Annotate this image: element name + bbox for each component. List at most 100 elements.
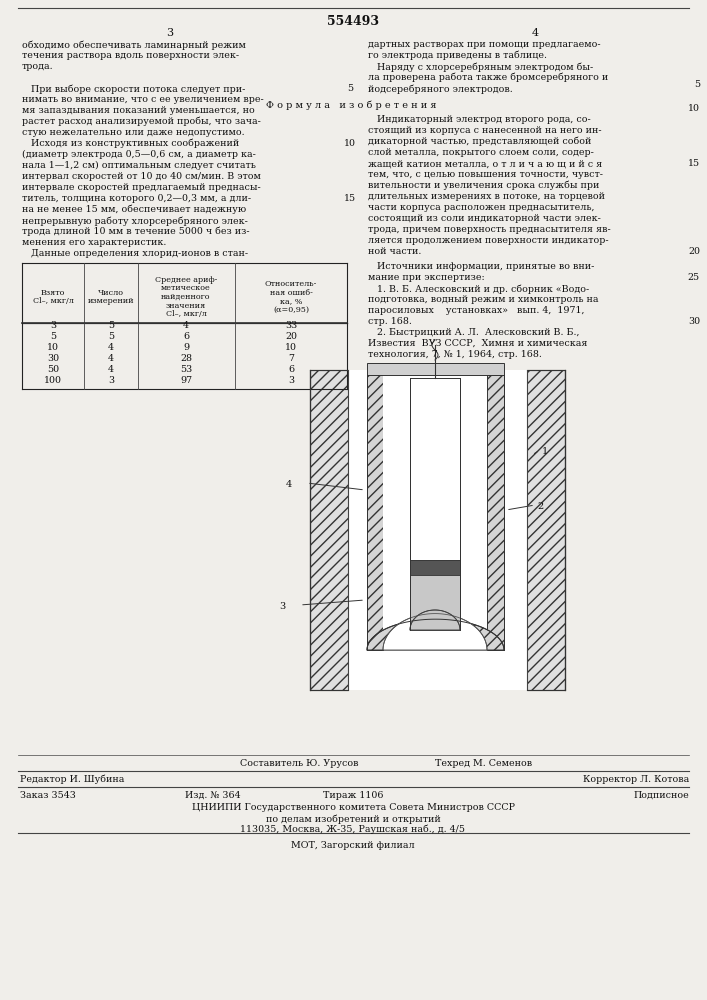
Text: стую нежелательно или даже недопустимо.: стую нежелательно или даже недопустимо. — [22, 128, 245, 137]
Text: Cl–, мкг/л: Cl–, мкг/л — [165, 310, 206, 318]
Bar — [348, 370, 527, 690]
Text: Тираж 1106: Тираж 1106 — [323, 791, 383, 800]
Text: трода, причем поверхность преднасытителя яв-: трода, причем поверхность преднасытителя… — [368, 225, 611, 234]
Text: 2. Быстрицкий А. Л.  Алесковский В. Б.,: 2. Быстрицкий А. Л. Алесковский В. Б., — [368, 328, 580, 337]
Text: ЦНИИПИ Государственного комитета Совета Министров СССР: ЦНИИПИ Государственного комитета Совета … — [192, 803, 515, 812]
Text: непрерывную работу хлорсеребряного элек-: непрерывную работу хлорсеребряного элек- — [22, 216, 248, 226]
Text: Корректор Л. Котова: Корректор Л. Котова — [583, 775, 689, 784]
Text: нала 1—1,2 см) оптимальным следует считать: нала 1—1,2 см) оптимальным следует счита… — [22, 161, 256, 170]
Text: 15: 15 — [344, 194, 356, 203]
Text: го электрода приведены в таблице.: го электрода приведены в таблице. — [368, 51, 547, 60]
Text: дикаторной частью, представляющей собой: дикаторной частью, представляющей собой — [368, 137, 591, 146]
Text: (диаметр электрода 0,5—0,6 см, а диаметр ка-: (диаметр электрода 0,5—0,6 см, а диаметр… — [22, 150, 256, 159]
Text: вительности и увеличения срока службы при: вительности и увеличения срока службы пр… — [368, 181, 600, 190]
Text: 6: 6 — [288, 365, 294, 374]
Text: Редактор И. Шубина: Редактор И. Шубина — [20, 775, 124, 784]
Bar — [487, 375, 504, 650]
Text: 20: 20 — [285, 332, 297, 341]
Polygon shape — [367, 619, 504, 650]
Text: Среднее ариф-: Среднее ариф- — [155, 276, 217, 284]
Text: 4: 4 — [183, 321, 189, 330]
Text: 28: 28 — [180, 354, 192, 363]
Text: Взято: Взято — [41, 289, 65, 297]
Text: мание при экспертизе:: мание при экспертизе: — [368, 273, 485, 282]
Text: мя запаздывания показаний уменьшается, но: мя запаздывания показаний уменьшается, н… — [22, 106, 255, 115]
Text: тем, что, с целью повышения точности, чувст-: тем, что, с целью повышения точности, чу… — [368, 170, 603, 179]
Text: 10: 10 — [47, 343, 59, 352]
Text: измерений: измерений — [88, 297, 134, 305]
Text: ляется продолжением поверхности индикатор-: ляется продолжением поверхности индикато… — [368, 236, 609, 245]
Text: менения его характеристик.: менения его характеристик. — [22, 238, 166, 247]
Text: ная ошиб-: ная ошиб- — [269, 289, 312, 297]
Text: 10: 10 — [688, 104, 700, 113]
Text: 5: 5 — [347, 84, 353, 93]
Text: 6: 6 — [183, 332, 189, 341]
Text: (α=0,95): (α=0,95) — [273, 306, 309, 314]
Text: Наряду с хлорсеребряным электродом бы-: Наряду с хлорсеребряным электродом бы- — [368, 62, 593, 72]
Text: 5: 5 — [50, 332, 56, 341]
Text: 10: 10 — [344, 139, 356, 148]
Text: 4: 4 — [532, 28, 539, 38]
Text: слой металла, покрытого слоем соли, содер-: слой металла, покрытого слоем соли, соде… — [368, 148, 594, 157]
Text: ной части.: ной части. — [368, 247, 421, 256]
Text: технология, 7, № 1, 1964, стр. 168.: технология, 7, № 1, 1964, стр. 168. — [368, 350, 542, 359]
Text: 9: 9 — [183, 343, 189, 352]
Text: состоящий из соли индикаторной части элек-: состоящий из соли индикаторной части эле… — [368, 214, 601, 223]
Text: стр. 168.: стр. 168. — [368, 317, 412, 326]
Text: интервале скоростей предлагаемый преднасы-: интервале скоростей предлагаемый преднас… — [22, 183, 261, 192]
Text: Известия  ВУЗ СССР,  Химня и химическая: Известия ВУЗ СССР, Химня и химическая — [368, 339, 588, 348]
Text: подготовка, водный режим и химконтроль на: подготовка, водный режим и химконтроль н… — [368, 295, 599, 304]
Polygon shape — [383, 614, 487, 650]
Text: трода длиной 10 мм в течение 5000 ч без из-: трода длиной 10 мм в течение 5000 ч без … — [22, 227, 250, 236]
Text: 53: 53 — [180, 365, 192, 374]
Text: Изд. № 364: Изд. № 364 — [185, 791, 240, 800]
Text: титель, толщина которого 0,2—0,3 мм, а дли-: титель, толщина которого 0,2—0,3 мм, а д… — [22, 194, 251, 203]
Text: нимать во внимание, что с ее увеличением вре-: нимать во внимание, что с ее увеличением… — [22, 95, 264, 104]
Text: Относитель-: Относитель- — [265, 280, 317, 288]
Text: 1. В. Б. Алесковский и др. сборник «Водо-: 1. В. Б. Алесковский и др. сборник «Водо… — [368, 284, 589, 294]
Text: йодсеребряного электродов.: йодсеребряного электродов. — [368, 84, 513, 94]
Bar — [367, 375, 383, 650]
Text: 1: 1 — [542, 447, 548, 456]
Text: Исходя из конструктивных соображений: Исходя из конструктивных соображений — [22, 139, 239, 148]
Text: метическое: метическое — [161, 284, 211, 292]
Text: длительных измерениях в потоке, на торцевой: длительных измерениях в потоке, на торце… — [368, 192, 605, 201]
Text: 4: 4 — [286, 480, 292, 489]
Text: 5: 5 — [108, 321, 114, 330]
Text: 25: 25 — [688, 273, 700, 282]
Text: 2: 2 — [537, 502, 543, 511]
Bar — [367, 363, 504, 375]
Text: 3: 3 — [279, 602, 285, 611]
Text: обходимо обеспечивать ламинарный режим: обходимо обеспечивать ламинарный режим — [22, 40, 246, 49]
Text: 30: 30 — [47, 354, 59, 363]
Text: течения раствора вдоль поверхности элек-: течения раствора вдоль поверхности элек- — [22, 51, 239, 60]
Text: 15: 15 — [688, 159, 700, 168]
Text: 554493: 554493 — [327, 15, 379, 28]
Text: ка, %: ка, % — [280, 297, 303, 305]
Bar — [383, 375, 487, 650]
Text: Заказ 3543: Заказ 3543 — [20, 791, 76, 800]
Text: Техред М. Семенов: Техред М. Семенов — [435, 759, 532, 768]
Text: МОТ, Загорский филиал: МОТ, Загорский филиал — [291, 841, 415, 850]
Text: 3: 3 — [108, 376, 114, 385]
Text: 5: 5 — [694, 80, 700, 89]
Text: Индикаторный электрод второго рода, со-: Индикаторный электрод второго рода, со- — [368, 115, 591, 124]
Text: Данные определения хлорид-ионов в стан-: Данные определения хлорид-ионов в стан- — [22, 249, 248, 258]
Text: части корпуса расположен преднасытитель,: части корпуса расположен преднасытитель, — [368, 203, 595, 212]
Text: на не менее 15 мм, обеспечивает надежную: на не менее 15 мм, обеспечивает надежную — [22, 205, 246, 215]
Text: 33: 33 — [285, 321, 297, 330]
Text: Источники информации, принятые во вни-: Источники информации, принятые во вни- — [368, 262, 595, 271]
Text: 3: 3 — [50, 321, 56, 330]
Bar — [527, 370, 565, 690]
Text: 10: 10 — [285, 343, 297, 352]
Text: дартных растворах при помощи предлагаемо-: дартных растворах при помощи предлагаемо… — [368, 40, 601, 49]
Text: 3: 3 — [288, 376, 294, 385]
Bar — [410, 575, 460, 630]
Text: интервал скоростей от 10 до 40 см/мин. В этом: интервал скоростей от 10 до 40 см/мин. В… — [22, 172, 261, 181]
Bar — [410, 378, 460, 560]
Text: Ф о р м у л а   и з о б р е т е н и я: Ф о р м у л а и з о б р е т е н и я — [267, 101, 437, 110]
Polygon shape — [410, 610, 460, 630]
Text: значения: значения — [166, 302, 206, 310]
Text: Число: Число — [98, 289, 124, 297]
Text: 30: 30 — [688, 317, 700, 326]
